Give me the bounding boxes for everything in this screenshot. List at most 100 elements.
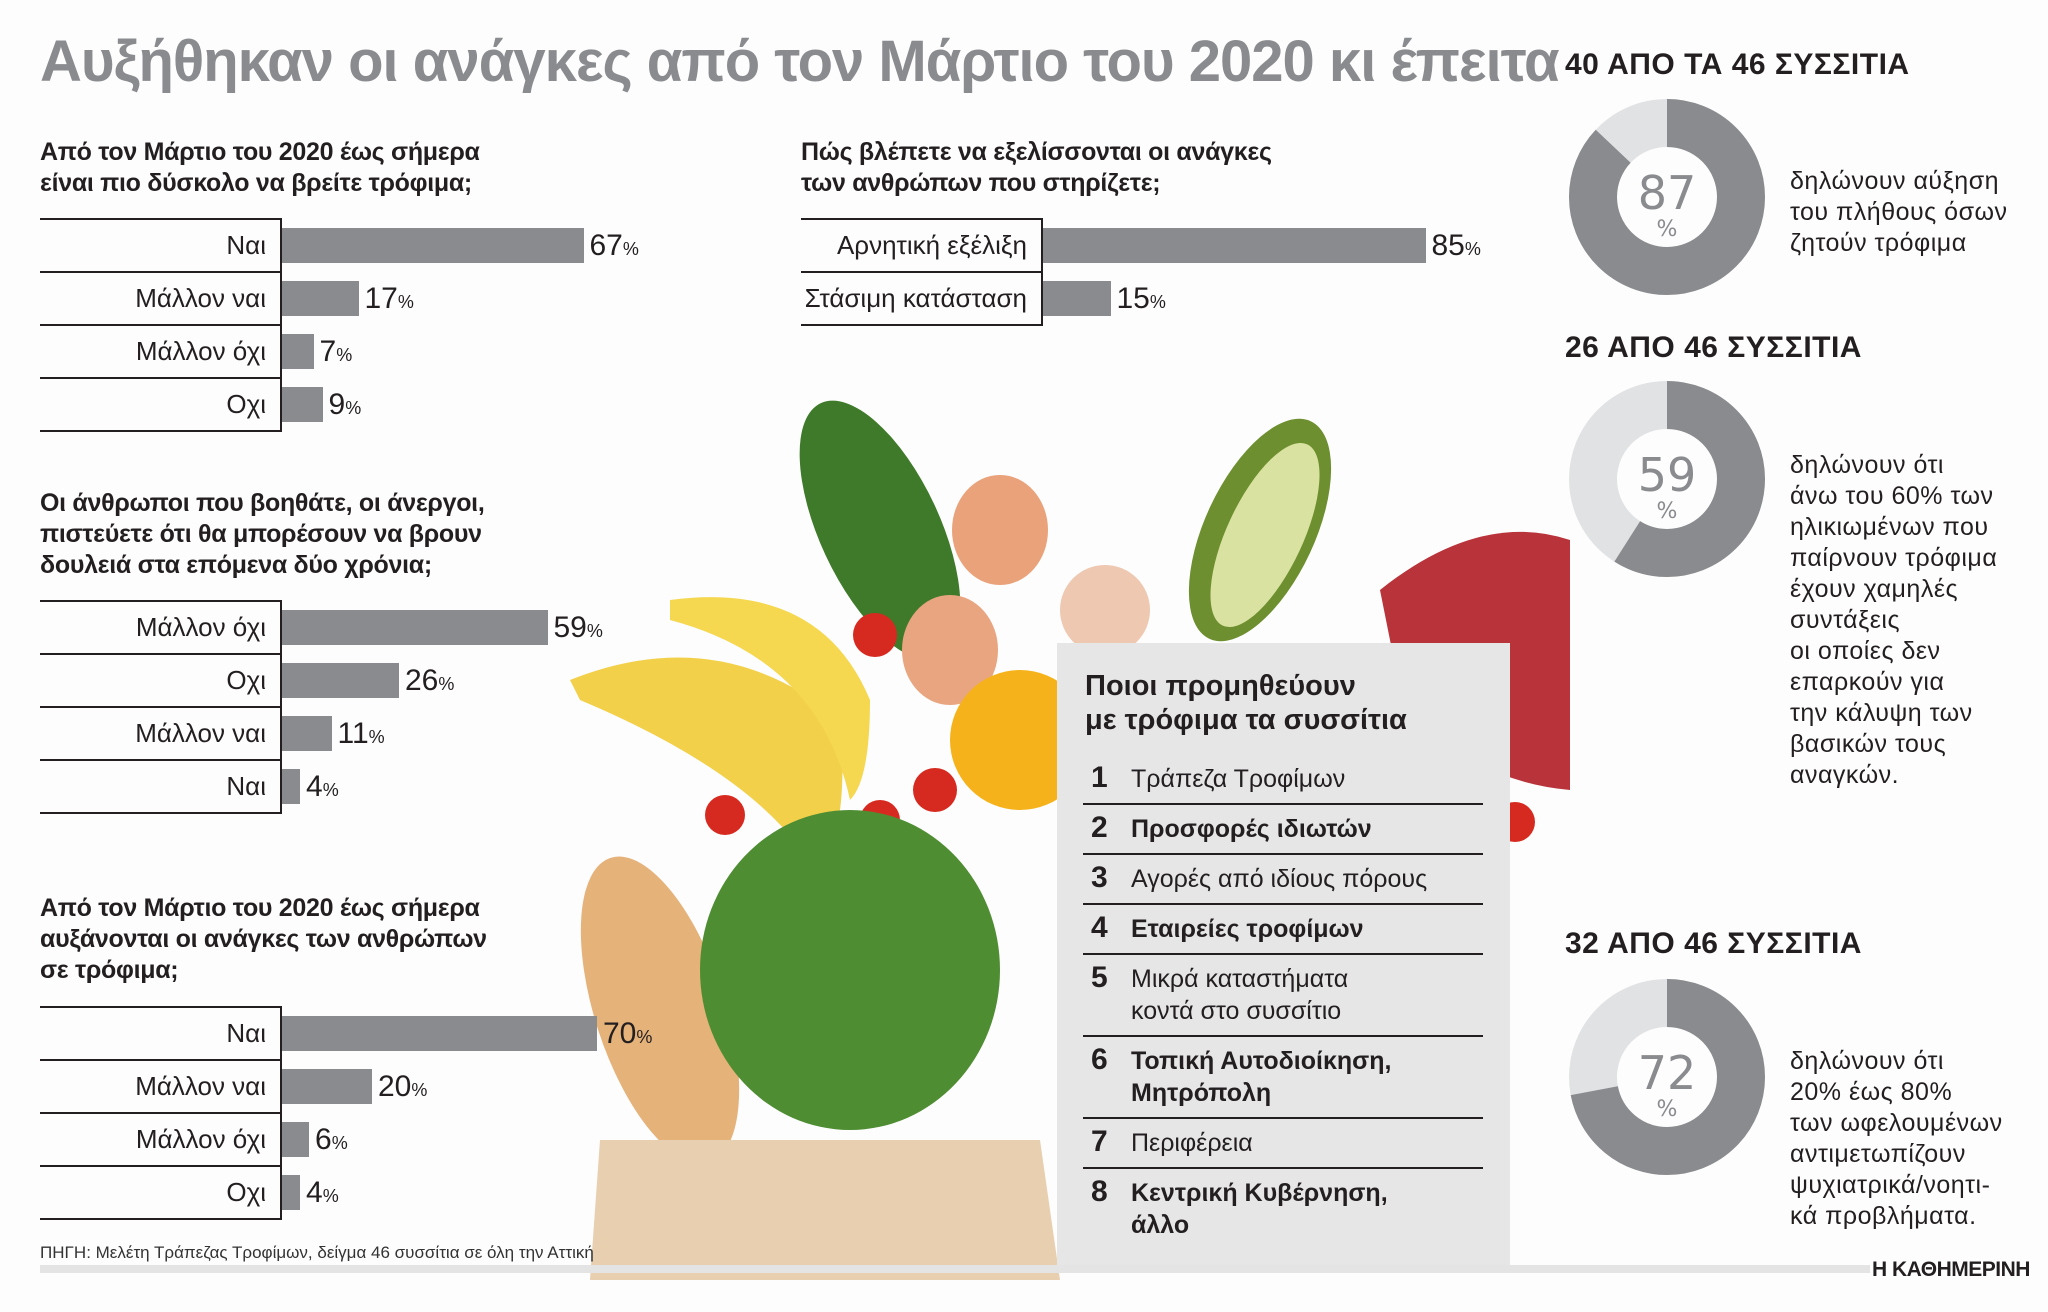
suppliers-list: 1 Τράπεζα Τροφίμων 2 Προσφορές ιδιωτών 3 Αγορ… (1083, 755, 1483, 1249)
value-number: 70 (603, 1017, 637, 1050)
supplier-name-line: Προσφορές ιδιωτών (1131, 815, 1372, 843)
supplier-name: Εταιρείες τροφίμων (1131, 913, 1364, 945)
value-unit: % (322, 1186, 339, 1206)
category-label: Οχι (40, 379, 282, 430)
donut-value: 59 (1638, 448, 1697, 502)
supplier-name: Μικρά καταστήματα κοντά στο συσσίτιο (1131, 963, 1348, 1027)
description-line: δηλώνουν ότι (1790, 451, 1944, 479)
bar-chart-unemployed-find-work: Μάλλον όχι 59% Οχι 26% Μάλλον ναι 11% Ναι 4% (40, 600, 603, 814)
category-label: Στάσιμη κατάσταση (801, 273, 1043, 324)
question-1: Από τον Μάρτιο του 2020 έως σήμερα είναι… (40, 137, 480, 199)
description-line: των ωφελουμένων (1790, 1109, 2003, 1137)
supplier-name-line: Μητρόπολη (1131, 1079, 1272, 1107)
supplier-name-line: Εταιρείες τροφίμων (1131, 915, 1364, 943)
donut-value-slice (1569, 381, 1765, 577)
category-label: Αρνητική εξέλιξη (801, 220, 1043, 271)
description-line: ψυχιατρικά/νοητι- (1790, 1171, 1991, 1199)
banana (570, 657, 843, 880)
description-line: αντιμετωπίζουν (1790, 1140, 1966, 1168)
category-label: Ναι (40, 761, 282, 812)
supplier-rank: 6 (1091, 1043, 1108, 1076)
question-line: δουλειά στα επόμενα δύο χρόνια; (40, 551, 432, 579)
value-unit: % (622, 239, 639, 259)
donut-value-slice (1569, 99, 1765, 295)
description-line: αναγκών. (1790, 761, 1900, 789)
value-unit: % (331, 1133, 348, 1153)
bar (1043, 281, 1111, 316)
value-number: 15 (1116, 282, 1150, 315)
supplier-rank: 3 (1091, 861, 1108, 894)
bar-row: Μάλλον όχι 7% (40, 324, 352, 377)
donut-value-slice (1569, 979, 1765, 1175)
value-number: 11 (337, 717, 369, 750)
question-line: Από τον Μάρτιο του 2020 έως σήμερα (40, 894, 480, 922)
publisher-logo: Η ΚΑΘΗΜΕΡΙΝΗ (1872, 1258, 2030, 1281)
donut-chart: 59% (1569, 381, 1765, 577)
bar (282, 334, 314, 369)
supplier-name-line: Κεντρική Κυβέρνηση, (1131, 1179, 1388, 1207)
supplier-item: 7 Περιφέρεια (1083, 1119, 1483, 1169)
value-label: 26% (405, 661, 454, 704)
supplier-rank: 4 (1091, 911, 1108, 944)
donut-unit: % (1657, 217, 1678, 242)
value-unit: % (322, 780, 339, 800)
bar-row: Μάλλον όχι 6% (40, 1112, 348, 1165)
question-4: Πώς βλέπετε να εξελίσσονται οι ανάγκες τ… (801, 137, 1272, 199)
category-label: Μάλλον όχι (40, 602, 282, 653)
value-label: 9% (329, 385, 362, 428)
category-label: Μάλλον ναι (40, 1061, 282, 1112)
category-label: Μάλλον όχι (40, 326, 282, 377)
bar-row: Μάλλον όχι 59% (40, 600, 603, 653)
value-label: 85% (1432, 226, 1481, 269)
value-unit: % (397, 292, 414, 312)
tomato (853, 613, 897, 657)
bar (282, 1175, 300, 1210)
main-title: Αυξήθηκαν οι ανάγκες από τον Μάρτιο του … (40, 29, 1560, 94)
bar (1043, 228, 1426, 263)
value-number: 20 (378, 1070, 412, 1103)
value-label: 20% (378, 1067, 427, 1110)
question-3: Από τον Μάρτιο του 2020 έως σήμερα αυξάν… (40, 893, 487, 986)
supplier-name-line: Περιφέρεια (1131, 1129, 1253, 1157)
bar (282, 1069, 372, 1104)
value-label: 15% (1117, 279, 1166, 322)
supplier-name-line: άλλο (1131, 1211, 1190, 1239)
description-line: 20% έως 80% (1790, 1078, 1953, 1106)
value-unit: % (1464, 239, 1481, 259)
value-label: 4% (306, 1173, 339, 1216)
bar (282, 663, 399, 698)
question-line: Πώς βλέπετε να εξελίσσονται οι ανάγκες (801, 138, 1272, 166)
value-unit: % (636, 1027, 653, 1047)
bar-row: Οχι 26% (40, 653, 454, 706)
supplier-name-line: Αγορές από ιδίους πόρους (1131, 865, 1428, 893)
bar-row: Μάλλον ναι 11% (40, 706, 385, 759)
value-number: 26 (405, 664, 439, 697)
supplier-rank: 8 (1091, 1175, 1108, 1208)
donut-value: 87 (1638, 166, 1697, 220)
value-number: 17 (364, 282, 398, 315)
value-label: 70% (603, 1014, 652, 1057)
bar-chart-needs-evolution: Αρνητική εξέλιξη 85% Στάσιμη κατάσταση 15% (801, 218, 1481, 326)
value-label: 7% (320, 332, 353, 375)
donut-description: δηλώνουν ότι άνω του 60% των ηλικιωμένων π… (1790, 450, 1997, 791)
bar-row: Οχι 9% (40, 377, 361, 432)
value-number: 59 (553, 611, 587, 644)
value-label: 17% (365, 279, 414, 322)
bar (282, 1122, 309, 1157)
supplier-item: 2 Προσφορές ιδιωτών (1083, 805, 1483, 855)
supplier-rank: 7 (1091, 1125, 1108, 1158)
supplier-name: Προσφορές ιδιωτών (1131, 813, 1372, 845)
value-unit: % (345, 398, 362, 418)
description-line: δηλώνουν αύξηση (1790, 167, 2000, 195)
bar-row: Ναι 4% (40, 759, 339, 814)
spinach-leaf (799, 400, 961, 660)
value-number: 9 (328, 388, 346, 421)
question-line: πιστεύετε ότι θα μπορέσουν να βρουν (40, 520, 482, 548)
supplier-name-line: Μικρά καταστήματα (1131, 965, 1349, 993)
supplier-name: Αγορές από ιδίους πόρους (1131, 863, 1427, 895)
donut-chart: 87% (1569, 99, 1765, 295)
value-unit: % (411, 1080, 428, 1100)
description-line: την κάλυψη των (1790, 699, 1973, 727)
question-line: Οι άνθρωποι που βοηθάτε, οι άνεργοι, (40, 489, 485, 517)
description-line: έχουν χαμηλές (1790, 575, 1959, 603)
